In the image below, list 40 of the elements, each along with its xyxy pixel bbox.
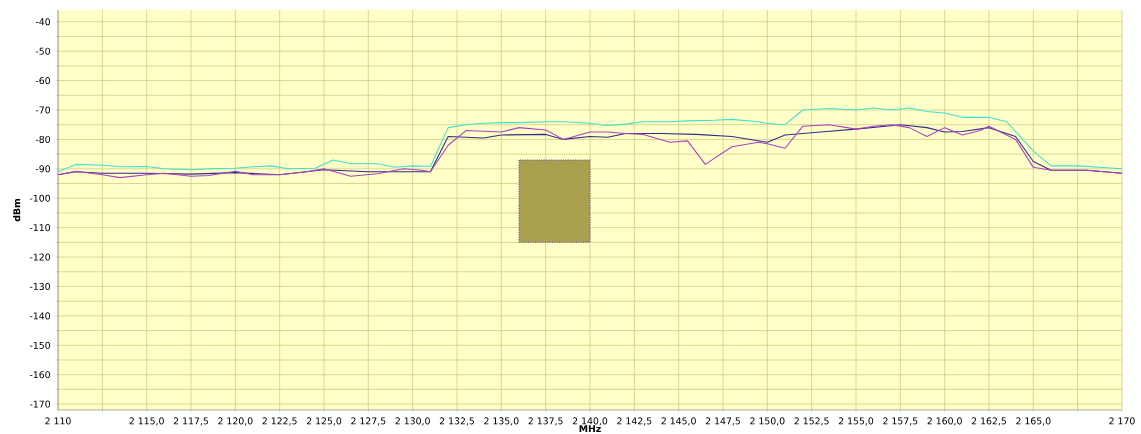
y-axis-title: dBm: [13, 198, 21, 222]
y-tick-label: -70: [35, 106, 51, 114]
x-tick-label: 2 130,0: [395, 417, 430, 426]
y-tick-label: -110: [29, 224, 51, 232]
x-tick-label: 2 137,5: [528, 417, 563, 426]
y-tick-label: -100: [29, 194, 51, 202]
x-tick-label: 2 170: [1109, 417, 1135, 425]
y-tick-label: -40: [35, 18, 51, 26]
y-tick-label: -170: [29, 400, 51, 408]
y-tick-label: -80: [35, 135, 51, 143]
y-tick-label: -160: [29, 371, 51, 379]
x-tick-label: 2 132,5: [439, 417, 474, 426]
x-tick-label: 2 160,0: [927, 417, 962, 426]
x-tick-label: 2 125,0: [306, 417, 342, 426]
y-tick-label: -90: [35, 165, 51, 173]
x-tick-label: 2 142,5: [617, 417, 652, 426]
x-tick-label: 2 155,0: [838, 417, 874, 426]
x-tick-label: 2 165,0: [1016, 417, 1051, 426]
x-tick-label: 2 152,5: [794, 417, 829, 426]
x-tick-label: 2 127,5: [351, 417, 386, 426]
y-tick-label: -60: [35, 77, 51, 85]
x-tick-label: 2 157,5: [883, 417, 918, 426]
x-tick-label: 2 135,0: [484, 417, 519, 426]
x-tick-label: 2 145,0: [661, 417, 696, 426]
x-tick-label: 2 122,5: [262, 417, 297, 426]
y-tick-label: -150: [29, 341, 51, 349]
x-tick-label: 2 147,5: [705, 417, 740, 426]
x-tick-label: 2 110: [45, 417, 71, 425]
x-tick-label: 2 140,0: [572, 417, 608, 426]
x-axis-title: MHz: [579, 425, 601, 432]
y-tick-label: -130: [29, 282, 51, 290]
y-tick-label: -140: [29, 312, 51, 320]
x-tick-label: 2 115,0: [129, 417, 164, 426]
y-tick-label: -50: [35, 47, 51, 55]
x-tick-label: 2 150,0: [750, 417, 785, 426]
x-tick-label: 2 120,0: [218, 417, 253, 426]
x-tick-label: 2 117,5: [173, 417, 208, 426]
x-tick-label: 2 162,5: [971, 417, 1006, 426]
line-series: [58, 107, 1122, 173]
y-tick-label: -120: [29, 253, 51, 261]
